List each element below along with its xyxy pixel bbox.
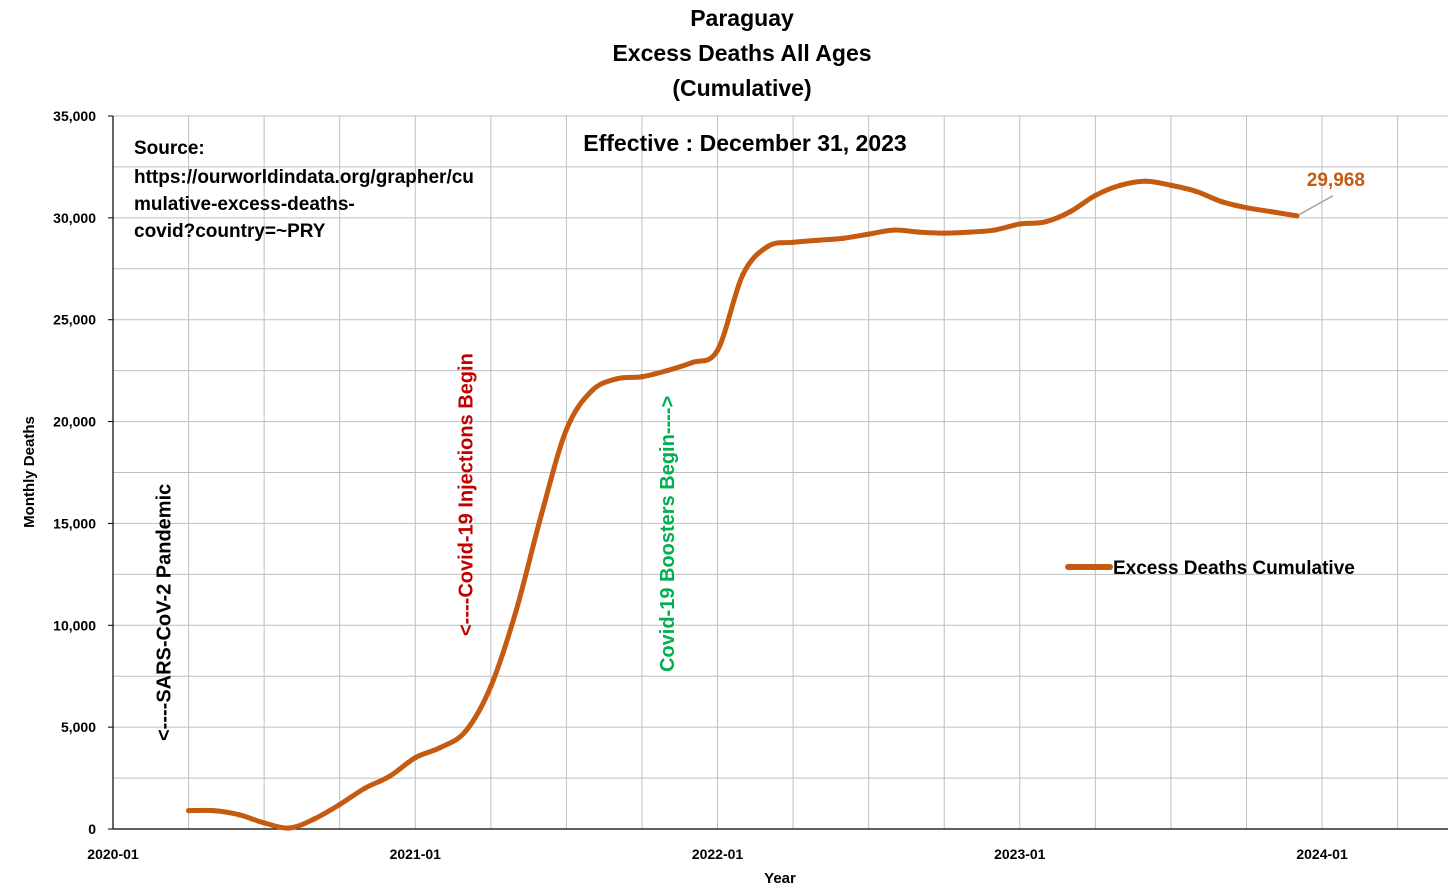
chart-title-line-3: (Cumulative): [672, 75, 811, 101]
data-point: [664, 368, 670, 374]
data-point: [740, 272, 746, 278]
y-tick-label: 20,000: [53, 414, 96, 430]
data-point: [211, 808, 217, 814]
data-point: [1243, 205, 1250, 211]
data-point: [1168, 182, 1174, 188]
source-note: Source: https://ourworldindata.org/graph…: [134, 138, 474, 242]
x-tick-label: 2023-01: [994, 846, 1046, 862]
annotation-1: <----Covid-19 Injections Begin: [456, 353, 478, 636]
y-tick-label: 35,000: [53, 108, 96, 124]
data-point: [261, 820, 267, 826]
final-value-leader-line: [1298, 195, 1334, 216]
data-point: [337, 801, 343, 808]
y-tick-label: 0: [88, 821, 96, 837]
y-tick-label: 10,000: [53, 617, 96, 633]
data-point: [840, 235, 847, 241]
data-point: [563, 427, 569, 433]
annotations: <----SARS-CoV-2 Pandemic <----Covid-19 In…: [153, 353, 679, 741]
data-point: [1193, 188, 1199, 194]
effective-date: Effective : December 31, 2023: [583, 130, 906, 156]
data-point: [689, 359, 695, 366]
data-point: [387, 773, 393, 779]
final-value-callout: 29,968: [1298, 170, 1365, 216]
x-tick-labels: 2020-01 2021-01 2022-01 2023-01 2024-01: [87, 846, 1348, 862]
data-point: [866, 231, 872, 237]
data-point: [765, 243, 771, 249]
data-point: [236, 812, 242, 818]
x-tick-label: 2024-01: [1296, 846, 1348, 862]
data-point: [286, 825, 292, 831]
axes: [112, 116, 1448, 830]
source-line-3: mulative-excess-deaths-: [134, 194, 355, 215]
data-point: [916, 229, 922, 235]
data-point: [513, 608, 519, 614]
y-tick-label: 30,000: [53, 210, 96, 226]
annotation-2: Covid-19 Boosters Begin---->: [657, 396, 679, 672]
data-point: [1042, 219, 1048, 225]
data-point: [1092, 192, 1098, 199]
data-point: [639, 374, 645, 380]
data-point: [1143, 178, 1149, 184]
source-line-2: https://ourworldindata.org/grapher/cu: [134, 167, 474, 188]
data-point: [1218, 198, 1224, 205]
data-point: [362, 785, 368, 791]
final-value-label: 29,968: [1307, 170, 1365, 191]
chart-title-line-1: Paraguay: [690, 5, 794, 31]
data-point: [1294, 213, 1300, 219]
data-point: [437, 744, 444, 751]
x-tick-label: 2022-01: [692, 846, 744, 862]
data-point: [815, 237, 821, 243]
data-point: [185, 808, 192, 814]
y-tick-label: 5,000: [61, 719, 96, 735]
y-tick-label: 25,000: [53, 312, 96, 328]
data-point: [1017, 221, 1023, 227]
data-point: [966, 229, 973, 235]
series-line: [186, 178, 1300, 831]
data-point: [790, 239, 796, 245]
data-point: [488, 683, 494, 690]
data-point: [538, 512, 544, 518]
data-point: [311, 816, 318, 822]
y-tick-labels: 0 5,000 10,000 15,000 20,000 25,000 30,000 35,0…: [53, 108, 113, 837]
data-point: [614, 376, 620, 382]
series-excess-deaths-cumulative: [185, 178, 1300, 831]
data-point: [1269, 209, 1275, 215]
x-axis-label: Year: [764, 870, 796, 885]
data-point: [992, 227, 998, 233]
x-tick-label: 2020-01: [87, 846, 139, 862]
source-line-1: Source:: [134, 138, 205, 159]
data-point: [1117, 182, 1124, 188]
y-tick-label: 15,000: [53, 515, 96, 531]
data-point: [891, 227, 897, 233]
x-tick-label: 2021-01: [390, 846, 442, 862]
annotation-0: <----SARS-CoV-2 Pandemic: [153, 484, 175, 741]
y-axis-label: Monthly Deaths: [21, 416, 38, 528]
source-line-4: covid?country=~PRY: [134, 221, 326, 242]
data-point: [941, 230, 947, 236]
legend: Excess Deaths Cumulative: [1065, 558, 1355, 579]
data-point: [714, 347, 721, 353]
data-point: [1067, 209, 1073, 215]
chart-title-line-2: Excess Deaths All Ages: [612, 40, 871, 66]
data-point: [463, 728, 469, 734]
data-point: [412, 755, 418, 761]
grid-lines: [113, 115, 1448, 829]
data-point: [588, 388, 595, 394]
legend-label: Excess Deaths Cumulative: [1113, 558, 1355, 579]
